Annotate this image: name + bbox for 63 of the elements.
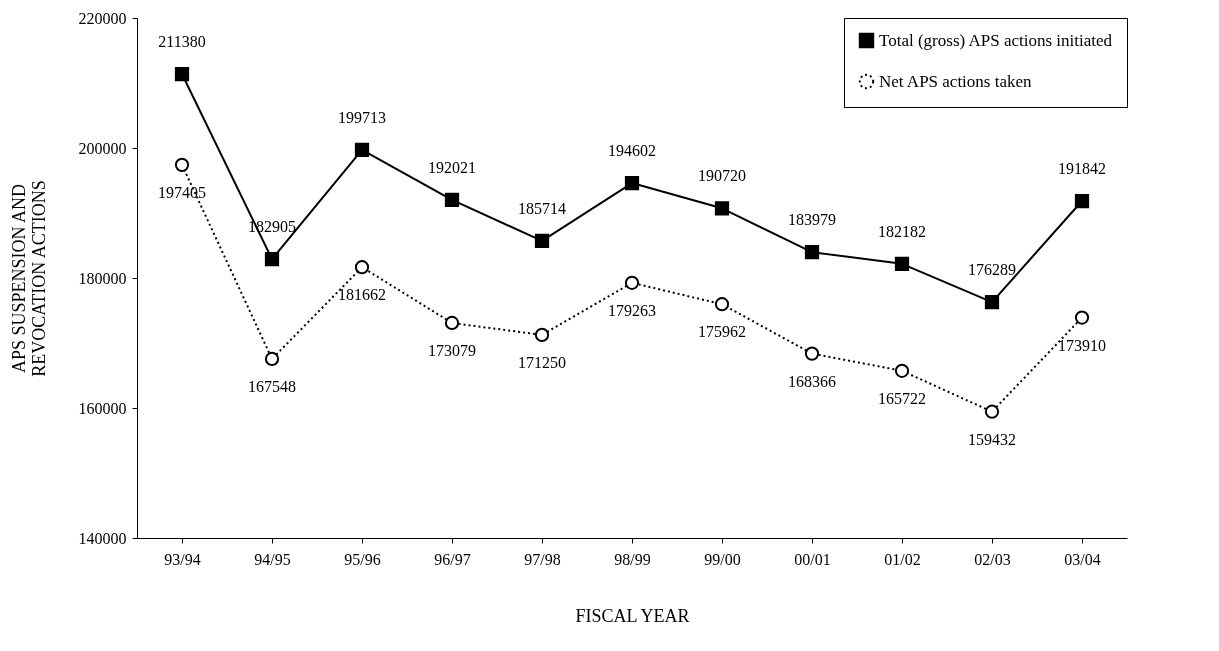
y-tick-label: 180000 (78, 269, 127, 287)
x-tick-label: 97/98 (524, 550, 561, 568)
point (894, 363, 910, 378)
point (984, 295, 1000, 310)
point (624, 175, 640, 191)
data-label: 197405 (158, 183, 206, 201)
data-label: 175962 (698, 323, 746, 341)
x-tick-label: 00/01 (794, 550, 831, 568)
point (174, 157, 190, 172)
x-tick-label: 95/96 (344, 550, 381, 568)
data-label: 173079 (428, 341, 476, 359)
x-tick-label: 94/95 (254, 550, 291, 568)
x-tick-label: 96/97 (434, 550, 471, 568)
point (714, 201, 730, 216)
point (534, 327, 550, 342)
data-label: 185714 (518, 199, 566, 217)
point (174, 66, 190, 82)
y-tick-label: 160000 (78, 399, 127, 417)
x-tick-label: 93/94 (164, 550, 201, 568)
data-label: 183979 (788, 211, 836, 229)
data-label: 199713 (338, 108, 386, 126)
x-axis-title: FISCAL YEAR (575, 605, 690, 626)
data-label: 168366 (788, 372, 836, 390)
x-tick-label: 99/00 (704, 550, 741, 568)
point (714, 297, 730, 312)
data-label: 192021 (428, 158, 476, 176)
point (264, 251, 280, 267)
point (804, 346, 820, 361)
y-axis-title: APS SUSPENSION AND REVOCATION ACTIONS (8, 180, 49, 377)
data-label: 173910 (1058, 336, 1106, 354)
data-label: 181662 (338, 286, 386, 304)
data-label: 165722 (878, 389, 926, 407)
data-label: 171250 (518, 353, 566, 371)
data-label: 190720 (698, 167, 746, 185)
point (444, 192, 460, 207)
point (264, 351, 280, 367)
data-label: 159432 (968, 430, 1016, 448)
data-label: 179263 (608, 301, 656, 319)
data-label: 194602 (608, 142, 656, 160)
point (444, 315, 460, 331)
point (984, 404, 1000, 419)
x-tick-label: 98/99 (614, 550, 651, 568)
data-label: 211380 (158, 33, 206, 51)
data-label: 167548 (248, 377, 296, 395)
point (624, 275, 640, 290)
legend-label: Net APS actions taken (879, 71, 1033, 91)
data-label: 176289 (968, 261, 1016, 279)
x-tick-label: 02/03 (974, 550, 1011, 568)
data-label: 191842 (1058, 160, 1106, 178)
y-tick-label: 220000 (78, 9, 127, 27)
point (1074, 310, 1090, 325)
point (534, 233, 550, 248)
legend-label: Total (gross) APS actions initiated (879, 30, 1113, 50)
data-label: 182182 (878, 222, 926, 240)
point (354, 260, 370, 275)
y-tick-label: 200000 (78, 139, 127, 157)
point (804, 245, 820, 260)
point (894, 256, 910, 271)
point (354, 142, 370, 157)
y-tick-label: 140000 (78, 529, 127, 547)
x-tick-label: 03/04 (1064, 550, 1101, 568)
point (1074, 193, 1090, 209)
x-tick-label: 01/02 (884, 550, 921, 568)
